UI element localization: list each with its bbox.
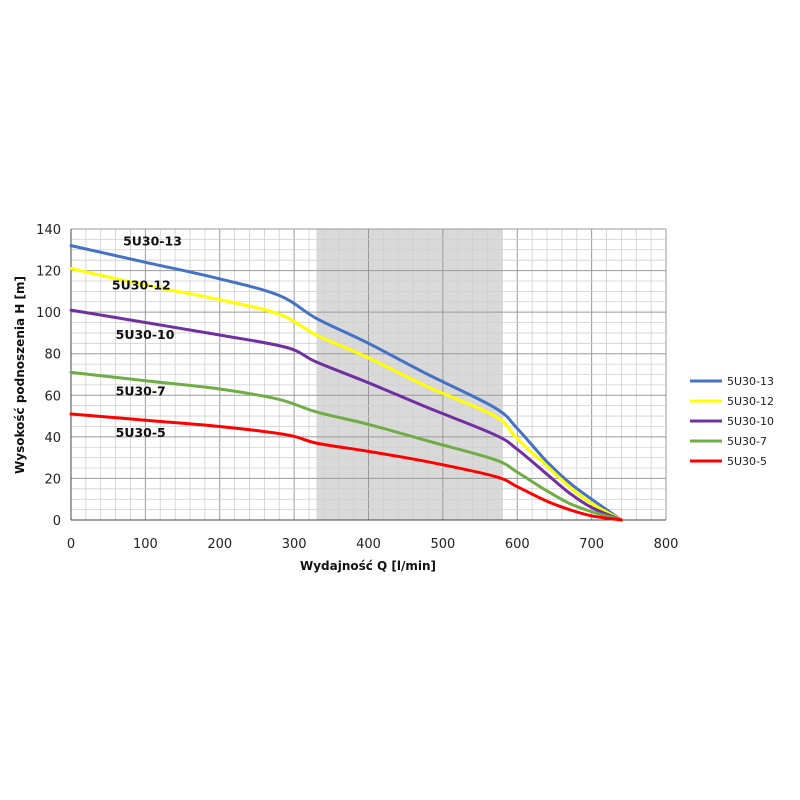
series-line-5u30-10 [69, 308, 623, 522]
x-tick-label: 500 [430, 537, 455, 552]
legend-label: 5U30-7 [727, 435, 767, 448]
y-tick-label: 120 [36, 265, 61, 280]
series-line-5u30-13 [69, 244, 623, 522]
series-annotation: 5U30-7 [116, 383, 166, 398]
series-annotation: 5U30-12 [112, 277, 171, 292]
series-annotation: 5U30-5 [116, 425, 166, 440]
legend-label: 5U30-12 [727, 395, 774, 408]
series-line-5u30-12 [69, 267, 623, 522]
x-axis-title: Wydajność Q [l/min] [300, 559, 436, 573]
y-tick-label: 100 [36, 306, 61, 321]
y-tick-label: 140 [36, 223, 61, 238]
y-tick-label: 20 [44, 472, 61, 487]
y-axis-title: Wysokość podnoszenia H [m] [13, 276, 27, 474]
series-line-5u30-5 [69, 412, 623, 522]
x-tick-label: 200 [207, 537, 232, 552]
x-tick-label: 300 [282, 537, 307, 552]
legend-label: 5U30-10 [727, 415, 774, 428]
y-tick-label: 0 [53, 514, 61, 529]
x-tick-label: 800 [654, 537, 679, 552]
x-tick-label: 700 [579, 537, 604, 552]
x-tick-label: 600 [505, 537, 530, 552]
x-tick-label: 100 [133, 537, 158, 552]
series-annotation: 5U30-10 [116, 327, 175, 342]
legend-label: 5U30-5 [727, 455, 767, 468]
legend-label: 5U30-13 [727, 375, 774, 388]
y-tick-label: 40 [44, 431, 61, 446]
y-tick-label: 80 [44, 348, 61, 363]
x-tick-label: 0 [67, 537, 75, 552]
y-tick-label: 60 [44, 389, 61, 404]
x-tick-label: 400 [356, 537, 381, 552]
series-annotation: 5U30-13 [123, 234, 182, 249]
series-line-5u30-7 [69, 370, 623, 522]
